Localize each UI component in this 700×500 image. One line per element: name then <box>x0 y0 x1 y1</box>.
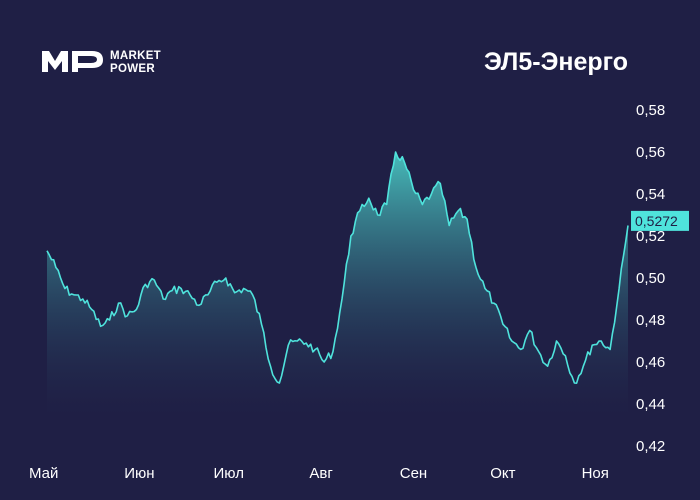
x-tick-label: Окт <box>490 465 515 482</box>
last-value-badge: 0,5272 <box>631 210 689 231</box>
mp-logo-icon <box>42 51 103 72</box>
y-tick-label: 0,58 <box>636 102 665 119</box>
last-value-badge-bg <box>631 210 689 231</box>
market-power-logo: MARKET POWER <box>42 50 161 75</box>
price-line <box>46 151 629 384</box>
x-tick-label: Сен <box>400 465 427 482</box>
x-axis-ticks: Май Июн Июл Авг Сен Окт Ноя <box>29 465 609 482</box>
x-tick-label: Авг <box>309 465 333 482</box>
y-tick-label: 0,52 <box>636 228 665 245</box>
y-tick-label: 0,50 <box>636 270 665 287</box>
y-tick-label: 0,46 <box>636 354 665 371</box>
brand-line-1: MARKET <box>110 50 161 62</box>
y-tick-label: 0,48 <box>636 312 665 329</box>
x-tick-label: Июл <box>214 465 244 482</box>
chart-title: ЭЛ5-Энерго <box>484 48 628 76</box>
y-axis-ticks: 0,42 0,44 0,46 0,48 0,50 0,52 0,54 0,56 0,58 <box>636 102 665 455</box>
x-tick-label: Июн <box>124 465 154 482</box>
y-tick-label: 0,56 <box>636 144 665 161</box>
y-tick-label: 0,44 <box>636 396 665 413</box>
x-tick-label: Ноя <box>582 465 609 482</box>
last-value-label: 0,5272 <box>635 213 678 229</box>
y-tick-label: 0,42 <box>636 438 665 455</box>
y-tick-label: 0,54 <box>636 186 665 203</box>
price-area-fill <box>47 152 628 416</box>
x-tick-label: Май <box>29 465 58 482</box>
brand-line-2: POWER <box>110 63 155 75</box>
